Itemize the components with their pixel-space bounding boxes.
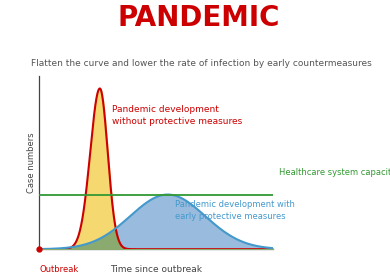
Text: Healthcare system capacity: Healthcare system capacity <box>279 168 390 177</box>
Text: Pandemic development with
early protective measures: Pandemic development with early protecti… <box>175 200 294 221</box>
Text: Time since outbreak: Time since outbreak <box>110 265 202 274</box>
Text: PANDEMIC: PANDEMIC <box>117 4 280 32</box>
Text: Pandemic development
without protective measures: Pandemic development without protective … <box>112 104 242 126</box>
Y-axis label: Case numbers: Case numbers <box>27 132 36 193</box>
Text: Outbreak: Outbreak <box>39 265 78 274</box>
Text: Flatten the curve and lower the rate of infection by early countermeasures: Flatten the curve and lower the rate of … <box>31 59 372 68</box>
